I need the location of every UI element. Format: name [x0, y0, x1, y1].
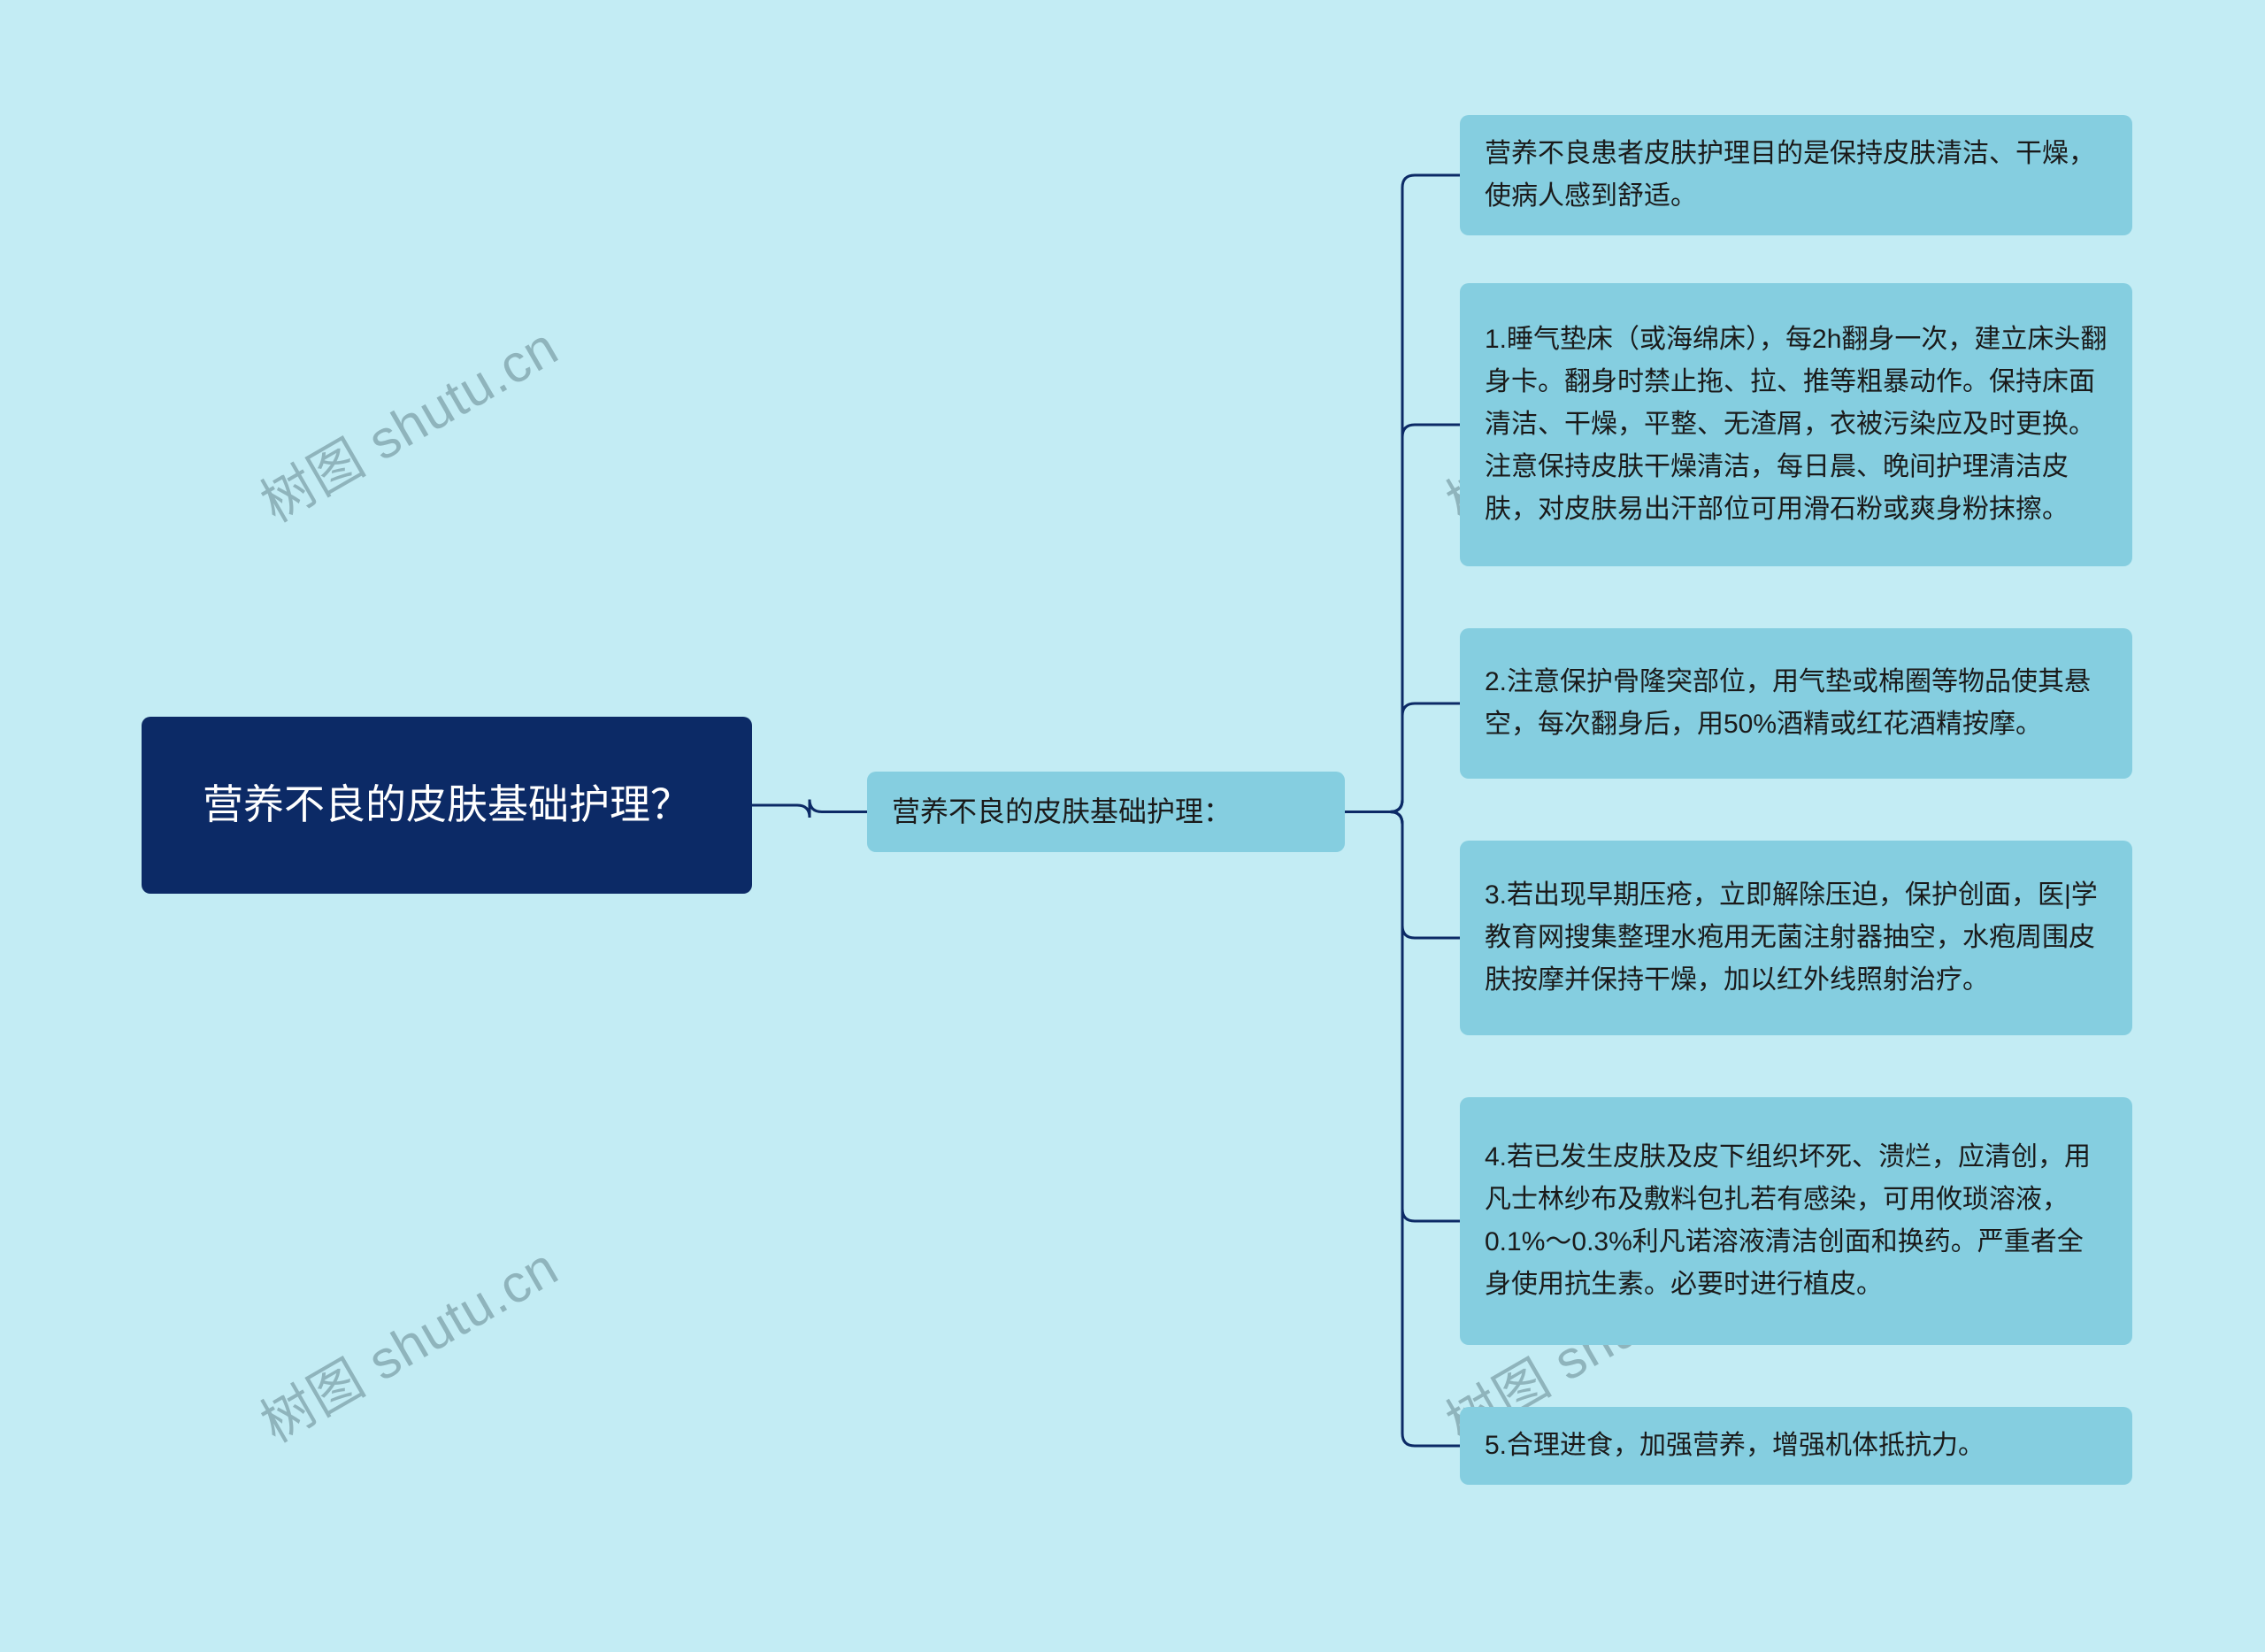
leaf-node: 2.注意保护骨隆突部位，用气垫或棉圈等物品使其悬空，每次翻身后，用50%酒精或红… — [1460, 628, 2132, 779]
leaf-node: 1.睡气垫床（或海绵床），每2h翻身一次，建立床头翻身卡。翻身时禁止拖、拉、推等… — [1460, 283, 2132, 566]
leaf-node-text: 1.睡气垫床（或海绵床），每2h翻身一次，建立床头翻身卡。翻身时禁止拖、拉、推等… — [1485, 319, 2108, 531]
connector — [752, 800, 867, 818]
leaf-node-text: 4.若已发生皮肤及皮下组织坏死、溃烂，应清创，用凡士林纱布及敷料包扎若有感染，可… — [1485, 1136, 2108, 1306]
connector — [1345, 175, 1460, 812]
root-node-text: 营养不良的皮肤基础护理？ — [203, 772, 691, 838]
watermark: 树图 shutu.cn — [245, 304, 571, 537]
mid-node: 营养不良的皮肤基础护理： — [867, 772, 1345, 852]
leaf-node: 3.若出现早期压疮，立即解除压迫，保护创面，医|学教育网搜集整理水疱用无菌注射器… — [1460, 841, 2132, 1035]
leaf-node: 营养不良患者皮肤护理目的是保持皮肤清洁、干燥，使病人感到舒适。 — [1460, 115, 2132, 235]
connector — [1345, 812, 1460, 939]
mindmap-canvas: 营养不良的皮肤基础护理？ 营养不良的皮肤基础护理： 营养不良患者皮肤护理目的是保… — [0, 0, 2265, 1652]
mid-node-text: 营养不良的皮肤基础护理： — [892, 789, 1232, 834]
connector — [1345, 425, 1460, 812]
leaf-node-text: 5.合理进食，加强营养，增强机体抵抗力。 — [1485, 1425, 1985, 1467]
root-node: 营养不良的皮肤基础护理？ — [142, 717, 752, 894]
connector — [1345, 812, 1460, 1447]
leaf-node-text: 营养不良患者皮肤护理目的是保持皮肤清洁、干燥，使病人感到舒适。 — [1485, 133, 2108, 218]
leaf-node-text: 3.若出现早期压疮，立即解除压迫，保护创面，医|学教育网搜集整理水疱用无菌注射器… — [1485, 874, 2108, 1002]
watermark: 树图 shutu.cn — [245, 1225, 571, 1457]
leaf-node-text: 2.注意保护骨隆突部位，用气垫或棉圈等物品使其悬空，每次翻身后，用50%酒精或红… — [1485, 661, 2108, 746]
leaf-node: 4.若已发生皮肤及皮下组织坏死、溃烂，应清创，用凡士林纱布及敷料包扎若有感染，可… — [1460, 1097, 2132, 1345]
connector — [1345, 812, 1460, 1222]
leaf-node: 5.合理进食，加强营养，增强机体抵抗力。 — [1460, 1407, 2132, 1485]
connector — [1345, 703, 1460, 812]
